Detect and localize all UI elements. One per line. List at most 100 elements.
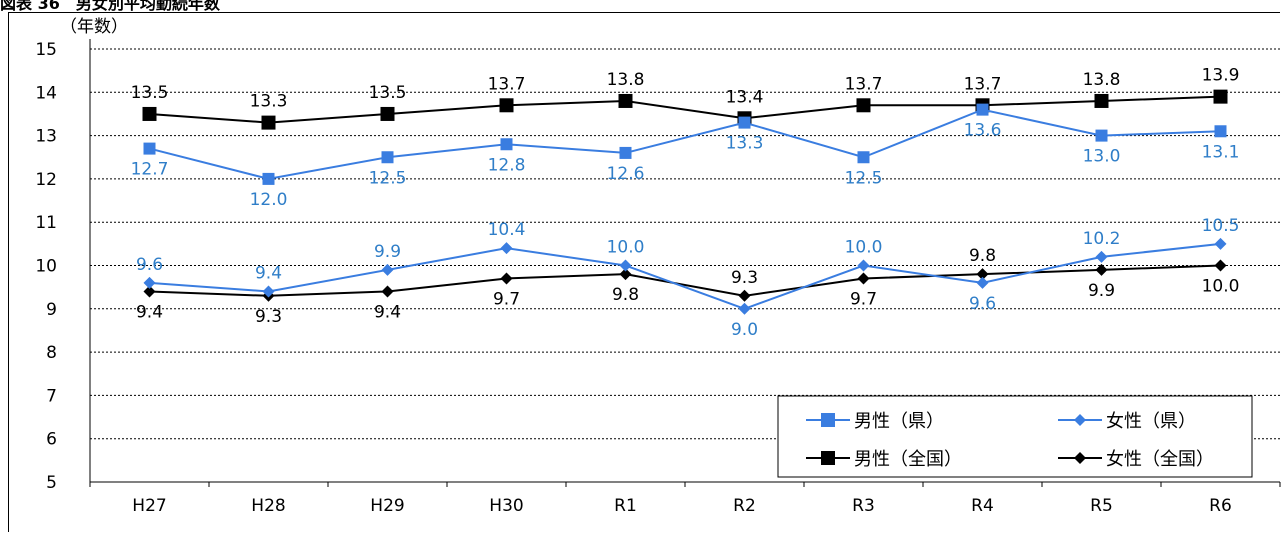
data-label: 12.7 xyxy=(131,160,169,180)
point-marker xyxy=(262,172,275,185)
point-marker xyxy=(619,259,632,272)
x-tick-label: H30 xyxy=(489,496,523,516)
point-marker xyxy=(261,115,276,130)
data-label: 9.4 xyxy=(374,302,401,322)
data-label: 10.2 xyxy=(1083,229,1121,249)
data-label: 13.5 xyxy=(369,83,407,103)
point-marker xyxy=(856,98,871,113)
point-marker xyxy=(381,263,394,276)
data-label: 10.0 xyxy=(607,238,645,258)
point-marker xyxy=(618,93,633,108)
point-marker xyxy=(1095,263,1108,276)
x-tick-label: R3 xyxy=(852,496,875,516)
y-tick-label: 14 xyxy=(35,83,57,103)
data-label: 9.7 xyxy=(850,289,877,309)
x-tick-label: H29 xyxy=(370,496,404,516)
data-label: 13.8 xyxy=(1083,70,1121,90)
data-label: 12.8 xyxy=(488,155,526,175)
point-marker xyxy=(821,413,835,427)
point-marker xyxy=(976,103,989,116)
axes: 5 6 7 8 9 10 11 12 13 14 15（年数） H27 H28 H29 H30 R1 R2 R3 R… xyxy=(35,17,1281,516)
data-label: 9.0 xyxy=(731,320,758,340)
data-label: 9.7 xyxy=(493,289,520,309)
data-label: 9.8 xyxy=(969,246,996,266)
legend-label: 男性（県） xyxy=(854,411,944,432)
data-label: 13.1 xyxy=(1202,142,1240,162)
series-line xyxy=(149,108,1221,180)
point-marker xyxy=(1094,93,1109,108)
point-marker xyxy=(1213,89,1228,104)
point-marker xyxy=(381,285,394,298)
data-label: 9.9 xyxy=(1088,281,1115,301)
point-marker xyxy=(381,151,394,164)
data-label: 13.9 xyxy=(1202,66,1240,86)
y-tick-label: 10 xyxy=(35,257,57,277)
data-label: 9.4 xyxy=(255,263,282,283)
chart-frame xyxy=(8,12,1280,532)
x-tick-label: R4 xyxy=(971,496,994,516)
point-marker xyxy=(619,268,632,281)
point-marker xyxy=(738,289,751,302)
x-tick-label: H28 xyxy=(251,496,285,516)
data-label: 12.6 xyxy=(607,164,645,184)
point-marker xyxy=(499,98,514,113)
point-marker xyxy=(738,302,751,315)
data-label: 9.4 xyxy=(136,302,163,322)
point-marker xyxy=(143,276,156,289)
y-axis-unit-label: （年数） xyxy=(60,17,128,37)
data-label: 13.7 xyxy=(964,74,1002,94)
y-tick-label: 12 xyxy=(35,170,57,190)
point-marker xyxy=(857,151,870,164)
data-label: 13.7 xyxy=(488,74,526,94)
data-label: 10.4 xyxy=(488,220,526,240)
series-line xyxy=(149,242,1221,310)
data-label: 13.5 xyxy=(131,83,169,103)
point-marker xyxy=(1095,129,1108,142)
x-tick-label: R5 xyxy=(1090,496,1113,516)
data-label: 9.8 xyxy=(612,285,639,305)
point-marker xyxy=(500,242,513,255)
data-label: 10.5 xyxy=(1202,216,1240,236)
y-tick-label: 6 xyxy=(46,430,57,450)
y-tick-label: 5 xyxy=(46,473,57,493)
data-label: 13.7 xyxy=(845,74,883,94)
point-marker xyxy=(1214,259,1227,272)
data-label: 10.0 xyxy=(845,238,883,258)
y-tick-label: 9 xyxy=(46,300,57,320)
data-label: 9.3 xyxy=(255,307,282,327)
legend-label: 男性（全国） xyxy=(854,449,962,470)
y-tick-label: 7 xyxy=(46,386,57,406)
point-marker xyxy=(821,451,835,465)
data-label: 13.4 xyxy=(726,87,764,107)
legend: 男性（県） 女性（県） 男性（全国） 女性（全国） xyxy=(777,395,1253,478)
data-label: 9.3 xyxy=(731,268,758,288)
point-marker xyxy=(1214,125,1227,138)
data-label: 12.5 xyxy=(369,168,407,188)
point-marker xyxy=(500,138,513,151)
point-marker xyxy=(1214,237,1227,250)
data-label: 13.3 xyxy=(726,134,764,154)
legend-label: 女性（全国） xyxy=(1106,449,1214,470)
y-tick-label: 13 xyxy=(35,127,57,147)
y-tick-label: 11 xyxy=(35,213,57,233)
point-marker xyxy=(1074,452,1086,464)
data-label: 10.0 xyxy=(1202,277,1240,297)
point-marker xyxy=(142,106,157,121)
point-marker xyxy=(262,285,275,298)
point-marker xyxy=(619,146,632,159)
point-marker xyxy=(1074,414,1086,426)
y-tick-label: 15 xyxy=(35,40,57,60)
legend-box xyxy=(777,395,1253,478)
x-tick-label: R1 xyxy=(614,496,637,516)
series-line xyxy=(149,95,1221,124)
x-tick-label: R6 xyxy=(1209,496,1232,516)
data-label: 12.0 xyxy=(250,190,288,210)
point-marker xyxy=(143,285,156,298)
data-label: 13.0 xyxy=(1083,147,1121,167)
data-label: 13.3 xyxy=(250,92,288,112)
point-marker xyxy=(380,106,395,121)
figure-caption: 図表 36 男女別平均勤続年数 xyxy=(0,0,220,13)
data-labels: 12.7 12.0 12.5 12.8 12.6 13.3 12.5 13.6 13.0 13.1… xyxy=(131,66,1240,340)
point-marker xyxy=(738,116,751,129)
